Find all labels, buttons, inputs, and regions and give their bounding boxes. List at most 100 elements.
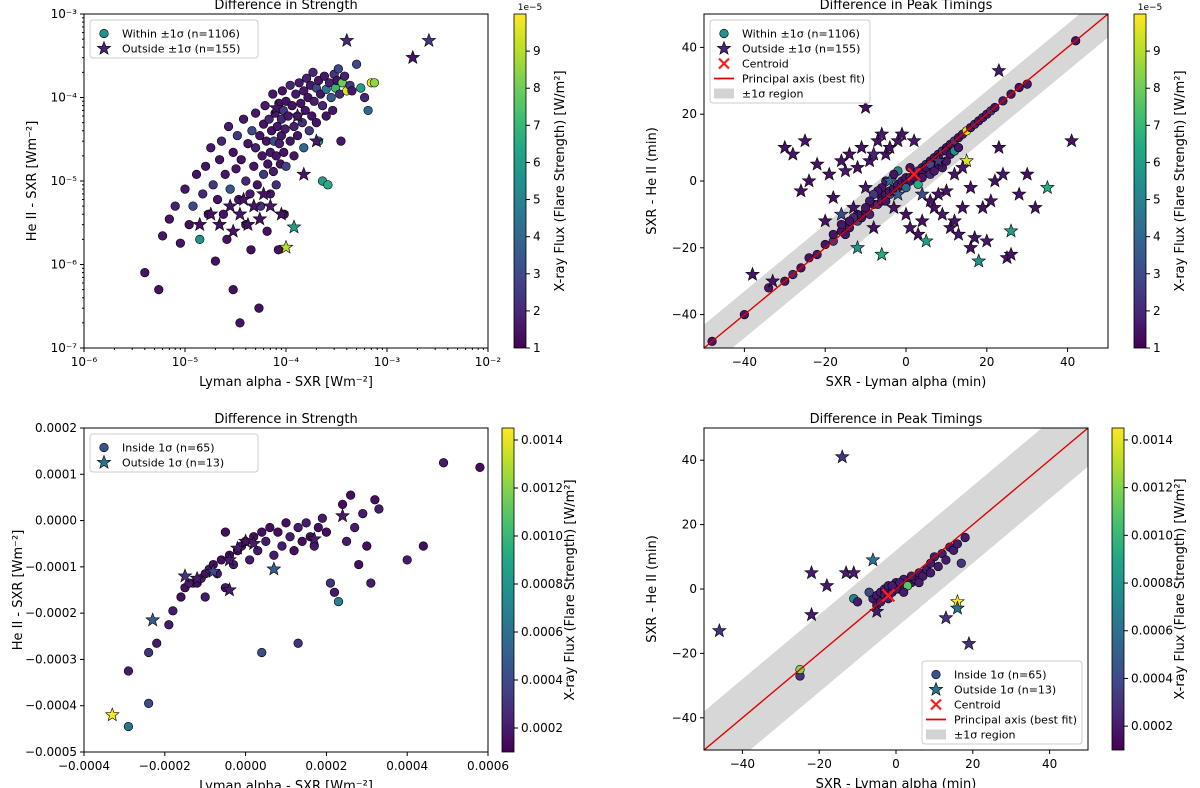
data-point [236,155,246,165]
colorbar: 0.0002 0.0004 0.0006 0.0008 0.0010 0.0012 0.00… [1111,427,1188,751]
data-point-star [890,133,906,148]
legend-item: Within ±1σ (n=1106) [719,28,860,41]
data-point [328,105,338,116]
data-point [214,155,225,165]
colorbar-bar [501,427,515,753]
data-point-star [1027,199,1043,215]
y-axis-label: SXR - He II (min) [645,535,660,643]
legend-item: Outside 1σ (n=13) [96,454,224,470]
data-point [252,180,262,190]
data-point-star [963,179,979,195]
data-point-star [914,186,930,201]
data-point-star [866,219,882,235]
data-point-star [221,552,237,567]
data-point-star [850,239,865,255]
data-point [184,220,194,230]
legend-item: Outside ±1σ (n=155) [96,40,240,56]
legend-label: Outside ±1σ (n=155) [742,43,860,56]
colorbar-offset-text: 1e−5 [518,3,543,13]
colorbar-tick-label: 0.0014 [1131,433,1173,447]
data-point-star [991,62,1007,78]
data-point [231,164,241,174]
data-point [370,495,380,505]
data-point [168,606,178,616]
legend-item: Centroid [718,58,789,71]
data-point [123,721,134,732]
data-point-star [819,577,835,593]
data-point [154,285,164,295]
data-point [170,201,180,211]
y-tick-label: −0.0001 [25,560,77,574]
data-point-star [104,707,120,722]
data-point [283,111,293,121]
legend-item: ±1σ region [714,88,804,101]
series-2 [745,62,1080,288]
data-point [144,698,154,709]
data-point [191,169,202,179]
data-point [264,114,274,124]
y-tick-label: −0.0005 [25,745,77,759]
data-point [438,458,449,468]
data-point [281,161,291,171]
data-point [258,169,269,179]
data-point-star [979,233,995,248]
data-point-star [1003,246,1019,261]
data-point-star [745,266,760,281]
data-point [336,136,346,146]
x-axis-label: SXR - Lyman alpha (min) [826,375,987,390]
data-point [208,180,218,190]
axes-frame [83,427,489,753]
data-point [206,143,216,153]
data-point [952,539,963,549]
colorbar-tick-label: 1 [533,341,541,355]
x-tick-label: 0 [892,757,900,771]
data-point [293,638,303,648]
data-point [265,522,275,533]
data-point [374,504,384,514]
data-point [250,143,261,153]
colorbar-tick-label: 0.0004 [1131,671,1173,685]
data-point [860,203,871,213]
data-point [323,180,333,190]
data-point [123,666,134,676]
data-point [293,522,303,533]
data-point-star [192,216,208,232]
legend: Inside 1σ (n=65) Outside 1σ (n=13) Centroi… [921,660,1083,745]
x-tick-label: 10⁻⁶ [71,355,98,369]
y-tick-label: −20 [672,646,697,660]
y-axis-label: He II - SXR [Wm⁻²] [11,530,26,651]
x-axis-label: Lyman alpha - SXR [Wm⁻²] [199,779,373,788]
data-point [254,303,264,313]
x-tick-label: −20 [807,757,832,771]
x-tick-label: −20 [813,355,838,369]
colorbar: 0.0002 0.0004 0.0006 0.0008 0.0010 0.0012 0.00… [501,427,578,753]
data-point [289,546,299,556]
data-point-star [949,600,965,615]
y-tick-label: 40 [682,453,697,467]
data-point-star [236,191,252,206]
data-point [261,536,271,547]
colorbar-tick-label: 9 [1153,44,1161,58]
data-point [358,509,368,519]
data-point-star [286,219,302,234]
data-point [960,532,970,543]
data-point [274,139,284,149]
colorbar-tick-label: 9 [533,44,541,58]
plot-area [84,14,488,348]
y-tick-label: 0 [689,582,697,596]
data-point [836,219,846,230]
y-tick-label: 20 [682,107,697,121]
data-point [268,166,278,177]
data-point-star [959,153,975,168]
data-point [308,67,318,77]
data-point-star [837,163,853,178]
chart-title: Difference in Peak Timings [810,412,983,427]
data-point [317,513,327,523]
x-tick-label: 0 [902,355,910,369]
data-point-star [866,146,882,161]
data-point [844,216,855,226]
legend-item: Inside 1σ (n=65) [931,669,1047,682]
legend-item: Principal axis (best fit) [714,73,865,86]
data-point [307,111,317,121]
data-point [359,92,370,103]
